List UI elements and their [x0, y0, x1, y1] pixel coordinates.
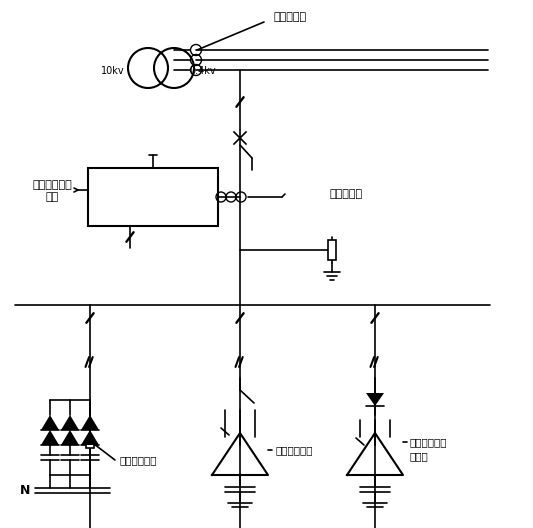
Bar — [328, 240, 336, 260]
Polygon shape — [81, 415, 99, 430]
Bar — [86, 440, 94, 448]
Polygon shape — [81, 430, 99, 445]
Polygon shape — [41, 415, 59, 430]
Text: N: N — [20, 484, 30, 496]
Polygon shape — [41, 430, 59, 445]
Polygon shape — [61, 415, 79, 430]
Text: 无线测温模块: 无线测温模块 — [410, 437, 448, 447]
Text: 0.4kv: 0.4kv — [190, 66, 216, 76]
Text: 电流互感器: 电流互感器 — [330, 189, 363, 199]
Text: 10kv: 10kv — [101, 66, 125, 76]
Text: 无线测温模块: 无线测温模块 — [120, 455, 157, 465]
Bar — [88, 168, 218, 226]
Polygon shape — [61, 430, 79, 445]
Text: 电容器: 电容器 — [410, 451, 429, 461]
Text: 无功补偿控制: 无功补偿控制 — [32, 180, 72, 190]
Text: 无线测温模块: 无线测温模块 — [275, 445, 312, 455]
Text: 装置: 装置 — [45, 192, 59, 202]
Text: 电流互感器: 电流互感器 — [273, 12, 306, 22]
Polygon shape — [366, 393, 384, 406]
